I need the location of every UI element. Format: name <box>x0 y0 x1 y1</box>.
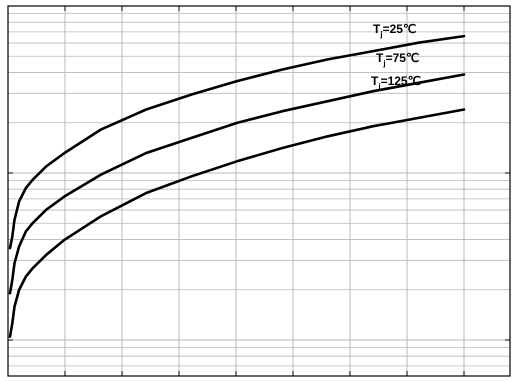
plot-frame <box>7 5 511 377</box>
series-labels: Tj=25℃ Tj=75℃ Tj=125℃ <box>371 22 421 91</box>
series-line-3 <box>8 108 466 338</box>
series-line-1 <box>8 34 466 250</box>
series-label-tj25: Tj=25℃ <box>373 22 416 39</box>
series-label-tj125: Tj=125℃ <box>371 74 421 91</box>
series-line-2 <box>8 73 466 295</box>
series-group <box>8 34 466 338</box>
axes <box>7 5 511 377</box>
series-label-tj75: Tj=75℃ <box>376 51 419 68</box>
grid <box>8 5 510 376</box>
